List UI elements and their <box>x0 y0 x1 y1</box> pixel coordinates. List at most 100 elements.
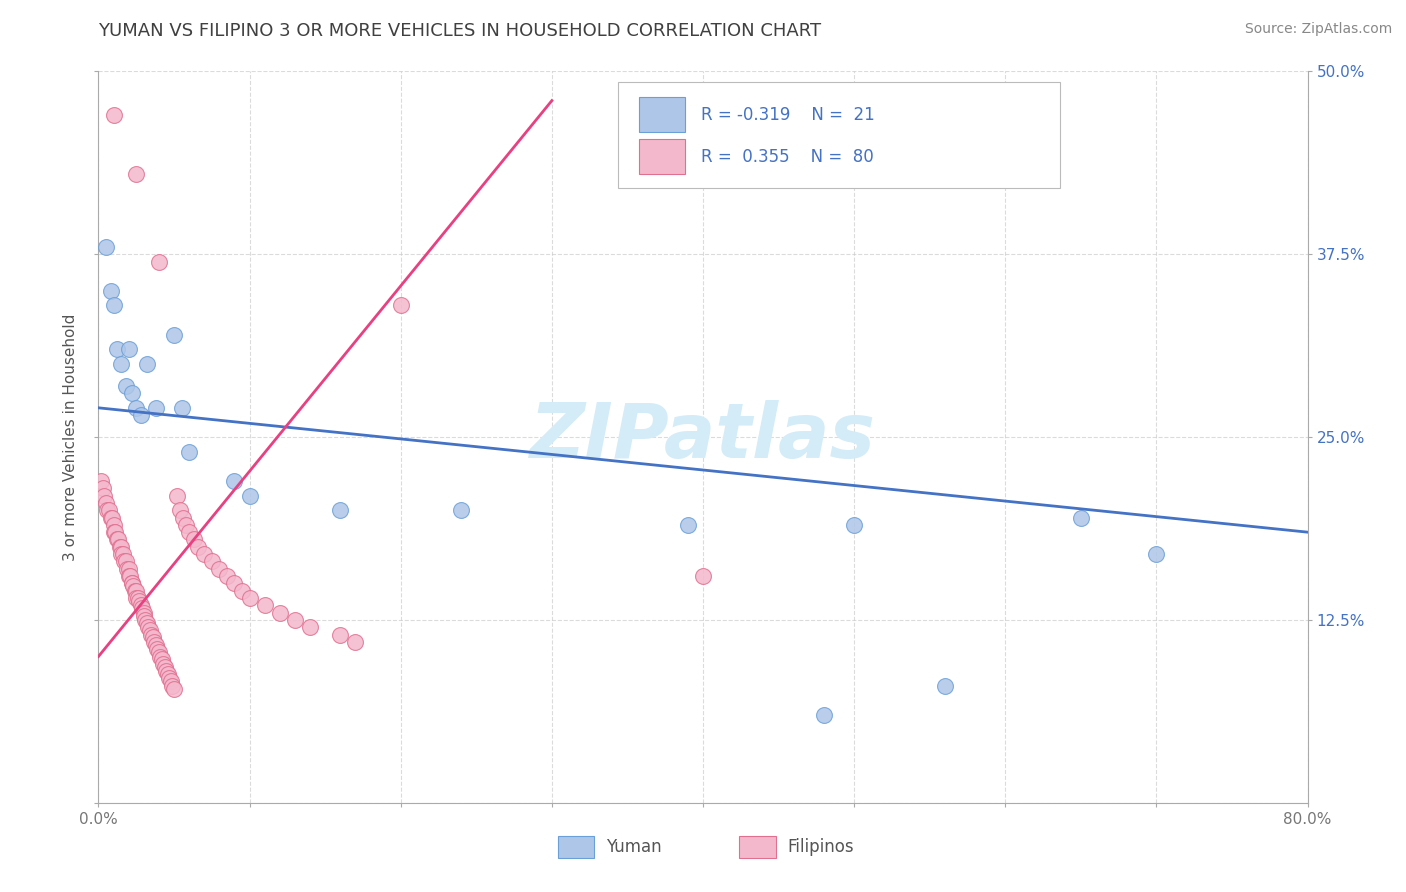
Point <box>103 517 125 532</box>
Point <box>224 474 246 488</box>
FancyBboxPatch shape <box>619 82 1060 188</box>
Point <box>163 327 186 342</box>
Point <box>169 503 191 517</box>
Point <box>162 679 184 693</box>
Point <box>94 496 117 510</box>
Point <box>100 510 122 524</box>
Point <box>201 554 224 568</box>
Point <box>143 635 166 649</box>
Point <box>103 298 125 312</box>
Point <box>110 540 132 554</box>
Point <box>101 510 124 524</box>
Point <box>125 167 148 181</box>
Point <box>148 254 170 268</box>
Point <box>103 108 125 122</box>
Point <box>187 540 209 554</box>
Point <box>122 579 145 593</box>
Text: R = -0.319    N =  21: R = -0.319 N = 21 <box>700 105 875 123</box>
Point <box>934 679 956 693</box>
Point <box>692 569 714 583</box>
Point <box>125 591 148 605</box>
Text: YUMAN VS FILIPINO 3 OR MORE VEHICLES IN HOUSEHOLD CORRELATION CHART: YUMAN VS FILIPINO 3 OR MORE VEHICLES IN … <box>98 22 821 40</box>
Point <box>284 613 307 627</box>
Point <box>299 620 322 634</box>
Point <box>136 620 159 634</box>
Point <box>153 659 176 673</box>
Point <box>135 615 157 630</box>
Point <box>149 649 172 664</box>
Point <box>90 474 112 488</box>
Point <box>142 631 165 645</box>
Point <box>108 540 131 554</box>
Point <box>174 517 197 532</box>
Point <box>105 533 128 547</box>
Point <box>150 652 173 666</box>
Point <box>96 503 118 517</box>
Bar <box>638 97 685 132</box>
Point <box>344 635 367 649</box>
Text: Yuman: Yuman <box>606 838 662 856</box>
Point <box>111 547 134 561</box>
Point <box>146 642 169 657</box>
Point <box>813 708 835 723</box>
Point <box>110 357 132 371</box>
Point <box>152 657 174 671</box>
Text: Source: ZipAtlas.com: Source: ZipAtlas.com <box>1244 22 1392 37</box>
Point <box>98 503 121 517</box>
Point <box>145 401 167 415</box>
Point <box>844 517 866 532</box>
Point <box>1144 547 1167 561</box>
Point <box>105 343 128 357</box>
Point <box>115 562 138 576</box>
Point <box>156 667 179 681</box>
Point <box>148 645 170 659</box>
Point <box>166 489 188 503</box>
Point <box>112 554 135 568</box>
Point <box>1070 510 1092 524</box>
Point <box>125 401 148 415</box>
Point <box>104 525 127 540</box>
Point <box>224 576 246 591</box>
Point <box>114 554 136 568</box>
Point <box>120 569 142 583</box>
Point <box>114 379 136 393</box>
Point <box>127 591 149 605</box>
Point <box>253 599 276 613</box>
Point <box>193 547 215 561</box>
Point <box>121 386 143 401</box>
Point <box>94 240 117 254</box>
Point <box>135 357 157 371</box>
Point <box>129 408 152 422</box>
Point <box>118 569 141 583</box>
Point <box>155 664 177 678</box>
Text: R =  0.355    N =  80: R = 0.355 N = 80 <box>700 148 873 166</box>
Point <box>239 591 262 605</box>
Point <box>103 525 125 540</box>
Point <box>208 562 231 576</box>
Point <box>145 638 167 652</box>
Point <box>172 510 194 524</box>
Text: ZIPatlas: ZIPatlas <box>530 401 876 474</box>
Point <box>179 525 201 540</box>
Bar <box>740 836 776 858</box>
Text: Filipinos: Filipinos <box>787 838 855 856</box>
Point <box>170 401 193 415</box>
Point <box>389 298 412 312</box>
Point <box>183 533 205 547</box>
Point <box>100 284 122 298</box>
Point <box>132 608 155 623</box>
Point <box>91 481 114 495</box>
Point <box>125 583 148 598</box>
Point <box>163 681 186 696</box>
Point <box>215 569 238 583</box>
Bar <box>638 138 685 174</box>
Point <box>450 503 472 517</box>
Point <box>329 627 352 641</box>
Point <box>239 489 262 503</box>
Point <box>329 503 352 517</box>
Y-axis label: 3 or more Vehicles in Household: 3 or more Vehicles in Household <box>63 313 79 561</box>
Point <box>134 613 156 627</box>
Point <box>93 489 115 503</box>
Point <box>159 672 181 686</box>
Point <box>118 562 141 576</box>
